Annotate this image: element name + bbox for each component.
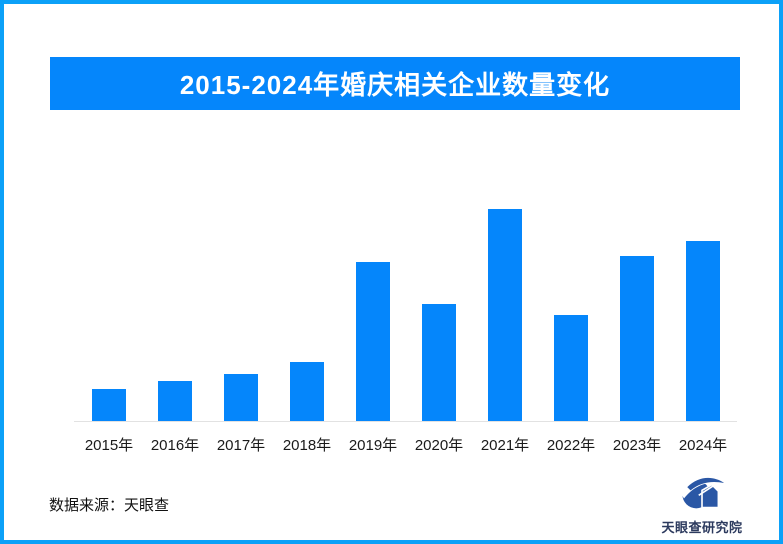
- x-tick-label-2021年: 2021年: [480, 437, 530, 454]
- chart-title: 2015-2024年婚庆相关企业数量变化: [179, 70, 611, 100]
- x-tick-label-2016年: 2016年: [150, 437, 200, 454]
- x-tick-label-2020年: 2020年: [414, 437, 464, 454]
- bar-2024年: [686, 241, 720, 421]
- tianyancha-logo: 天眼查研究院: [654, 474, 750, 536]
- x-axis-line: [74, 421, 737, 422]
- x-tick-label-2015年: 2015年: [84, 437, 134, 454]
- bar-2019年: [356, 262, 390, 421]
- x-tick-label-2017年: 2017年: [216, 437, 266, 454]
- bar-2016年: [158, 381, 192, 421]
- bar-2021年: [488, 209, 522, 421]
- bar-chart-plot-area: [92, 209, 720, 421]
- x-tick-label-2022年: 2022年: [546, 437, 596, 454]
- bar-2015年: [92, 389, 126, 421]
- x-tick-label-2018年: 2018年: [282, 437, 332, 454]
- x-axis-tick-labels: 2015年 2016年 2017年 2018年 2019年 2020年 2021年 2022年…: [76, 434, 736, 455]
- chart-title-banner: 2015-2024年婚庆相关企业数量变化: [50, 57, 740, 110]
- x-tick-label-2019年: 2019年: [348, 437, 398, 454]
- tianyancha-eye-swoosh-icon: [679, 477, 725, 509]
- bar-2018年: [290, 362, 324, 421]
- bar-2017年: [224, 374, 258, 421]
- bar-2022年: [554, 315, 588, 421]
- x-tick-label-2023年: 2023年: [612, 437, 662, 454]
- bar-2023年: [620, 256, 654, 421]
- bar-2020年: [422, 304, 456, 421]
- x-tick-label-2024年: 2024年: [678, 437, 728, 454]
- data-source-text: 数据来源：天眼查: [49, 497, 170, 514]
- tianyancha-logo-text: 天眼查研究院: [661, 520, 743, 535]
